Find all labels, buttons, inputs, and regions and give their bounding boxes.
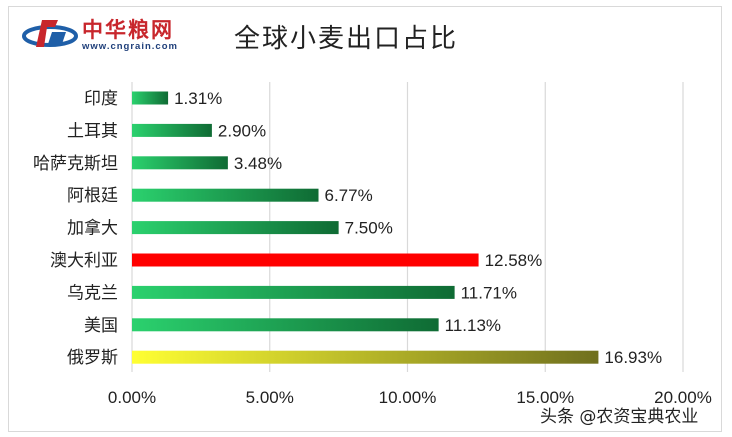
watermark: 头条 @农资宝典农业 (540, 407, 699, 427)
bar (132, 123, 212, 137)
data-label: 7.50% (345, 219, 393, 238)
data-label: 1.31% (174, 89, 222, 108)
logo-url: www.cngrain.com (82, 41, 178, 52)
data-label: 16.93% (604, 348, 662, 367)
bar (132, 318, 439, 332)
bar (132, 221, 339, 235)
x-tick-label: 0.00% (108, 388, 156, 407)
category-label: 乌克兰 (67, 283, 118, 303)
bar (132, 188, 319, 202)
x-tick-label: 5.00% (246, 388, 294, 407)
category-label: 澳大利亚 (50, 251, 118, 271)
bar (132, 156, 228, 170)
bar (132, 350, 599, 364)
category-label: 俄罗斯 (67, 348, 118, 368)
category-label: 印度 (84, 89, 118, 109)
bar (132, 285, 455, 299)
chart-title: 全球小麦出口占比 (234, 24, 459, 54)
logo-name: 中华粮网 (82, 18, 174, 42)
x-tick-label: 10.00% (379, 388, 437, 407)
data-label: 11.71% (461, 283, 517, 302)
category-label: 加拿大 (67, 218, 118, 239)
cngrain-logo-icon (22, 20, 78, 47)
data-label: 3.48% (234, 154, 282, 173)
data-label: 11.13% (445, 316, 501, 335)
x-tick-label: 15.00% (516, 388, 574, 407)
cngrain-logo: 中华粮网 www.cngrain.com (22, 14, 202, 54)
x-tick-label: 20.00% (654, 388, 712, 407)
bar (132, 91, 169, 105)
data-label: 2.90% (218, 121, 266, 140)
category-label: 美国 (84, 316, 118, 336)
data-label: 12.58% (485, 251, 543, 270)
category-label: 土耳其 (67, 121, 118, 141)
category-label: 哈萨克斯坦 (33, 154, 118, 174)
bar (132, 253, 479, 267)
data-label: 6.77% (325, 186, 373, 205)
category-label: 阿根廷 (67, 186, 118, 206)
